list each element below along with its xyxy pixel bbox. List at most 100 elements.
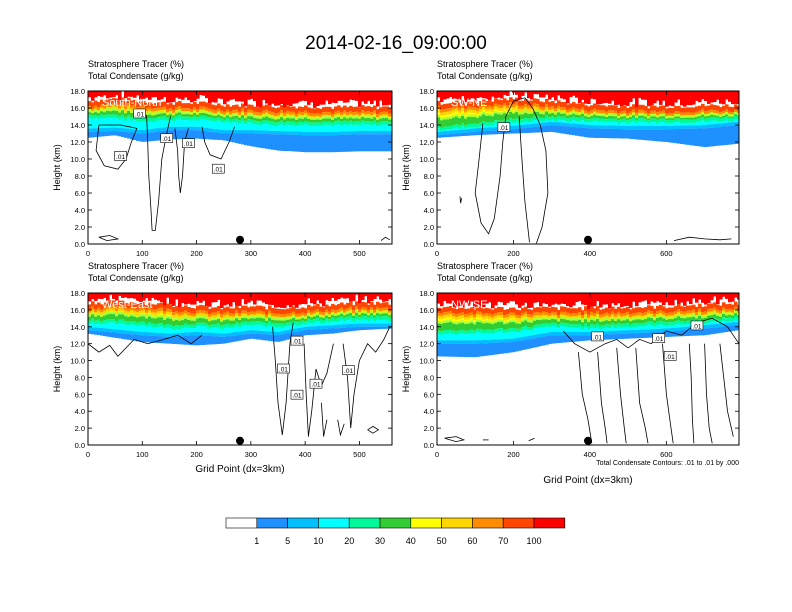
tracer-cell — [256, 124, 260, 131]
tracer-cell — [704, 114, 708, 117]
tracer-cell — [455, 314, 459, 318]
tracer-cell — [437, 128, 441, 132]
tracer-cell — [142, 321, 146, 326]
tracer-cell — [190, 130, 194, 139]
tracer-cell — [527, 330, 531, 336]
tracer-cell — [548, 106, 552, 110]
tracer-cell — [722, 110, 726, 114]
tracer-cell — [683, 119, 687, 124]
tracer-cell — [151, 128, 155, 133]
tracer-cell — [157, 317, 161, 324]
tracer-cell — [695, 306, 699, 312]
tracer-cell — [310, 91, 314, 103]
tracer-cell — [118, 314, 122, 320]
tracer-cell — [482, 323, 486, 330]
tracer-cell — [716, 309, 720, 313]
tracer-cell — [611, 110, 615, 114]
tracer-cell — [674, 129, 678, 144]
tracer-cell — [479, 340, 483, 344]
tracer-cell — [286, 313, 290, 317]
tracer-cell — [145, 309, 149, 313]
tracer-cell — [587, 331, 591, 336]
tracer-cell — [620, 116, 624, 119]
y-tick-label: 10.0 — [419, 155, 434, 164]
tracer-cell — [602, 325, 606, 329]
tracer-cell — [548, 293, 552, 307]
tracer-cell — [569, 121, 573, 124]
tracer-cell — [187, 114, 191, 117]
tracer-cell — [437, 131, 441, 136]
tracer-cell — [620, 106, 624, 112]
tracer-cell — [455, 105, 459, 109]
tracer-cell — [704, 320, 708, 325]
tracer-cell — [364, 323, 368, 327]
tracer-cell — [461, 322, 465, 330]
tracer-cell — [214, 132, 218, 140]
tracer-cell — [677, 327, 681, 331]
tracer-cell — [704, 325, 708, 329]
plot-frame — [87, 90, 393, 245]
tracer-cell — [647, 91, 651, 107]
tracer-cell — [349, 124, 353, 132]
tracer-cell — [554, 114, 558, 118]
tracer-cell — [605, 331, 609, 335]
tracer-cell — [274, 117, 278, 120]
tracer-cell — [235, 91, 239, 102]
tracer-cell — [325, 304, 329, 310]
tracer-cell — [316, 113, 320, 117]
tracer-cell — [563, 311, 567, 315]
tracer-cell — [659, 91, 663, 105]
tracer-cell — [262, 325, 266, 331]
tracer-cell — [689, 119, 693, 123]
tracer-cell — [569, 117, 573, 121]
tracer-cell — [166, 333, 170, 337]
tracer-cell — [533, 307, 537, 313]
tracer-cell — [115, 110, 119, 115]
tracer-cell — [659, 118, 663, 123]
tracer-cell — [656, 305, 660, 311]
tracer-cell — [491, 324, 495, 331]
tracer-cell — [488, 105, 492, 109]
tracer-cell — [629, 314, 633, 318]
tracer-cell — [133, 311, 137, 314]
tracer-cell — [238, 117, 242, 121]
tracer-cell — [280, 318, 284, 321]
tracer-cell — [142, 129, 146, 134]
tracer-cell — [106, 91, 110, 99]
tracer-cell — [286, 317, 290, 320]
tracer-cell — [515, 323, 519, 329]
tracer-cell — [662, 318, 666, 322]
tracer-cell — [370, 91, 374, 105]
tracer-cell — [130, 307, 134, 310]
tracer-cell — [590, 110, 594, 114]
tracer-cell — [151, 122, 155, 129]
tracer-cell — [196, 313, 200, 317]
tracer-cell — [148, 129, 152, 133]
tracer-cell — [560, 306, 564, 312]
tracer-cell — [521, 91, 525, 96]
tracer-cell — [632, 125, 636, 130]
tracer-cell — [133, 308, 137, 311]
tracer-cell — [307, 329, 311, 335]
tracer-cell — [680, 321, 684, 325]
tracer-cell — [202, 313, 206, 317]
tracer-cell — [719, 293, 723, 300]
tracer-cell — [620, 122, 624, 126]
tracer-cell — [127, 110, 131, 116]
tracer-cell — [364, 91, 368, 104]
tracer-cell — [644, 118, 648, 123]
tracer-cell — [178, 109, 182, 113]
tracer-cell — [509, 97, 513, 103]
tracer-cell — [542, 107, 546, 111]
tracer-cell — [277, 116, 281, 120]
tracer-cell — [683, 125, 687, 129]
tracer-cell — [467, 340, 471, 344]
tracer-cell — [139, 331, 143, 336]
tracer-cell — [250, 109, 254, 113]
x-tick-label: 400 — [299, 450, 312, 459]
panel-title-line: Total Condensate (g/kg) — [88, 71, 184, 81]
tracer-cell — [253, 333, 257, 340]
tracer-cell — [232, 91, 236, 100]
tracer-cell — [650, 318, 654, 322]
tracer-cell — [244, 118, 248, 121]
